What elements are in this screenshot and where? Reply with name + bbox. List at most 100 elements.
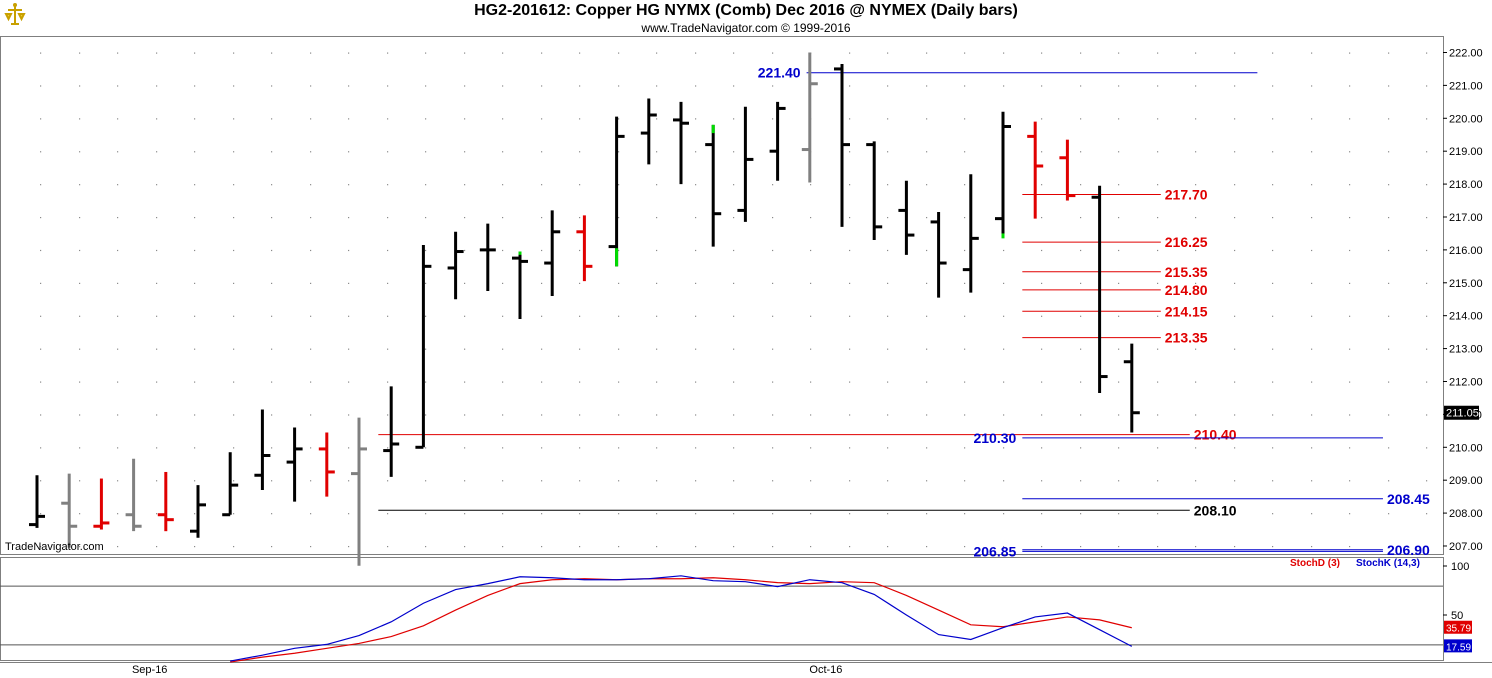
grid-dot <box>541 85 543 87</box>
grid-dot <box>310 348 312 350</box>
stoch-k-line <box>230 575 1133 662</box>
grid-dot <box>502 315 504 317</box>
grid-dot <box>733 52 735 54</box>
stochastic-panel: 100 50 StochD (3) StochK (14,3) 35.79 17.59 <box>0 558 1472 663</box>
grid-dot <box>1195 118 1197 120</box>
grid-dot <box>1388 184 1390 186</box>
grid-dot <box>233 118 235 120</box>
grid-dot <box>733 216 735 219</box>
grid-dot <box>348 513 350 515</box>
grid-dot <box>40 381 42 383</box>
grid-dot <box>348 545 350 548</box>
grid-dot <box>579 513 581 515</box>
grid-dot <box>156 348 158 350</box>
grid-dot <box>194 381 196 383</box>
grid-dot <box>387 480 389 482</box>
grid-dot <box>464 414 466 416</box>
grid-dot <box>271 447 273 449</box>
grid-dot <box>1388 216 1390 219</box>
grid-dot <box>1003 381 1005 383</box>
grid-dot <box>964 480 966 482</box>
level-label: 214.80 <box>1165 282 1208 298</box>
grid-dot <box>271 216 273 219</box>
level-label: 208.45 <box>1387 491 1430 507</box>
grid-dot <box>579 216 581 219</box>
grid-dot <box>40 249 42 252</box>
grid-dot <box>1349 216 1351 219</box>
grid-dot <box>656 545 658 548</box>
stochastic-panel-border <box>0 557 1444 661</box>
grid-dot <box>695 447 697 449</box>
grid-dot <box>1195 381 1197 383</box>
grid-dot <box>348 118 350 120</box>
grid-dot <box>464 348 466 350</box>
price-tick-label: 207.00 <box>1449 541 1483 553</box>
grid-dot <box>194 480 196 482</box>
grid-dot <box>464 315 466 317</box>
grid-dot <box>1426 447 1428 449</box>
grid-dot <box>656 513 658 515</box>
grid-dot <box>656 447 658 449</box>
grid-dot <box>579 282 581 284</box>
grid-dot <box>271 545 273 548</box>
grid-dot <box>926 151 928 153</box>
grid-dot <box>464 85 466 87</box>
grid-dot <box>541 315 543 317</box>
grid-dot <box>194 315 196 317</box>
price-tick-label: 219.00 <box>1449 146 1483 158</box>
grid-dot <box>79 315 81 317</box>
grid-dot <box>964 315 966 317</box>
grid-dot <box>425 282 427 284</box>
grid-dot <box>1311 184 1313 186</box>
grid-dot <box>1311 85 1313 87</box>
level-label: 217.70 <box>1165 186 1208 202</box>
grid-dot <box>1195 184 1197 186</box>
grid-dot <box>1041 480 1043 482</box>
grid-dot <box>502 151 504 153</box>
grid-dot <box>271 52 273 54</box>
grid-dot <box>964 184 966 186</box>
grid-dot <box>425 381 427 383</box>
grid-dot <box>194 513 196 515</box>
grid-dot <box>1388 315 1390 317</box>
grid-dot <box>1349 118 1351 120</box>
grid-dot <box>233 249 235 252</box>
grid-dot <box>1388 513 1390 515</box>
grid-dot <box>1349 414 1351 416</box>
tradenavigator-logo-icon <box>4 3 26 25</box>
grid-dot <box>656 315 658 317</box>
grid-dot <box>271 151 273 153</box>
date-tick-label: Oct-16 <box>809 664 842 676</box>
grid-dot <box>772 118 774 120</box>
level-label: 221.40 <box>758 65 801 81</box>
grid-dot <box>541 545 543 548</box>
grid-dot <box>502 447 504 449</box>
grid-dot <box>618 184 620 186</box>
grid-dot <box>310 315 312 317</box>
grid-dot <box>656 85 658 87</box>
grid-dot <box>1272 184 1274 186</box>
grid-dot <box>348 151 350 153</box>
grid-dot <box>772 414 774 416</box>
grid-dot <box>79 151 81 153</box>
grid-dot <box>1426 513 1428 515</box>
grid-dot <box>194 118 196 120</box>
grid-dot <box>348 315 350 317</box>
grid-dot <box>1080 381 1082 383</box>
price-tick-label: 215.00 <box>1449 278 1483 290</box>
grid-dot <box>464 282 466 284</box>
grid-dot <box>502 545 504 548</box>
grid-dot <box>1272 480 1274 482</box>
price-bars[interactable] <box>29 52 1140 566</box>
grid-dot <box>233 381 235 383</box>
grid-dot <box>348 381 350 383</box>
grid-dot <box>618 216 620 219</box>
last-price-box <box>1444 405 1479 420</box>
price-panel-border <box>0 36 1444 555</box>
grid-dot <box>1426 348 1428 350</box>
grid-dot <box>887 184 889 186</box>
grid-dot <box>156 545 158 548</box>
grid-dot <box>1426 151 1428 153</box>
grid-dot <box>618 118 620 120</box>
grid-dot <box>40 184 42 186</box>
